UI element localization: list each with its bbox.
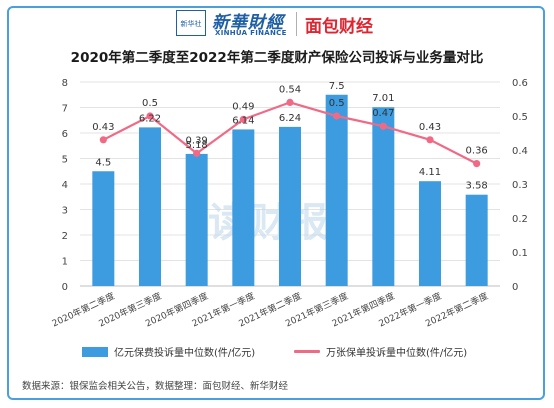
line-data-label: 0.36	[466, 146, 488, 157]
bar-data-label: 6.22	[139, 113, 161, 124]
line-data-label: 0.43	[419, 122, 441, 133]
bar-data-label: 4.11	[419, 167, 441, 178]
legend-item-bar: 亿元保费投诉量中位数(件/亿元)	[82, 344, 255, 359]
legend-swatch-bar	[82, 346, 108, 357]
line-point	[426, 136, 434, 144]
line-point	[286, 98, 294, 106]
y-right-tick-label: 0.6	[512, 78, 528, 89]
y-left-tick-label: 4	[62, 180, 68, 191]
bar	[419, 181, 441, 286]
y-left-tick-label: 1	[62, 257, 68, 268]
line-point	[473, 160, 481, 168]
bar-data-label: 7.5	[329, 81, 345, 92]
legend-label-line: 万张保单投诉量中位数(件/亿元)	[326, 348, 468, 359]
bar	[139, 127, 161, 286]
line-point	[333, 112, 341, 120]
line-point	[239, 115, 247, 123]
chart-title: 2020年第二季度至2022年第二季度财产保险公司投诉与业务量对比	[70, 50, 484, 66]
line-data-label: 0.49	[232, 101, 254, 112]
legend-item-line: 万张保单投诉量中位数(件/亿元)	[294, 344, 467, 359]
bar-data-label: 6.24	[279, 113, 301, 124]
y-right-tick-label: 0	[512, 282, 518, 293]
y-right-tick-label: 0.5	[512, 112, 528, 123]
legend-swatch-line	[294, 350, 320, 353]
bar	[185, 153, 208, 286]
xinhua-finance-english: XINHUA FINANCE	[215, 29, 287, 37]
data-source-note: 数据来源：银保监会相关公告，数据整理：面包财经、新华财经	[22, 381, 289, 392]
bar	[372, 107, 395, 287]
y-left-tick-label: 2	[62, 231, 68, 242]
bar	[325, 94, 348, 286]
line-data-label: 0.54	[279, 84, 301, 95]
bar-data-label: 7.01	[372, 93, 394, 104]
bar	[465, 194, 488, 286]
bar-data-label: 4.5	[95, 157, 111, 168]
line-point	[146, 112, 154, 120]
line-data-label: 0.5	[142, 98, 158, 109]
y-left-tick-label: 5	[62, 155, 68, 166]
y-left-tick-label: 8	[62, 78, 68, 89]
line-data-label: 0.43	[92, 122, 114, 133]
line-data-label: 0.47	[372, 108, 394, 119]
bar-data-label: 6.14	[232, 115, 254, 126]
y-right-tick-label: 0.4	[512, 146, 528, 157]
logo-divider	[296, 12, 297, 36]
y-right-tick-label: 0.3	[512, 180, 528, 191]
y-left-tick-label: 3	[62, 206, 68, 217]
line-point	[379, 122, 387, 130]
bar	[92, 171, 115, 286]
line-data-label: 0.5	[329, 98, 345, 109]
bar-data-label: 3.58	[466, 181, 488, 192]
line-point	[193, 149, 201, 157]
line-point	[99, 136, 107, 144]
xinhua-icon: 新华社	[176, 10, 206, 36]
bar-data-label: 5.18	[186, 140, 208, 151]
y-left-tick-label: 7	[62, 104, 68, 115]
brand-header: 新华社 新華財經 XINHUA FINANCE 面包财经	[0, 6, 554, 42]
partner-logo: 面包财经	[305, 17, 373, 37]
y-right-tick-label: 0.1	[512, 248, 528, 259]
xinhua-finance-logo: 新華財經	[212, 13, 284, 33]
y-left-tick-label: 0	[62, 282, 68, 293]
bar	[232, 129, 255, 286]
line-data-label: 0.39	[186, 135, 208, 146]
y-left-tick-label: 6	[62, 129, 68, 140]
watermark-text: 读财报	[208, 200, 328, 246]
legend-label-bar: 亿元保费投诉量中位数(件/亿元)	[114, 348, 256, 359]
y-right-tick-label: 0.2	[512, 214, 528, 225]
bar	[279, 126, 301, 286]
chart-legend: 亿元保费投诉量中位数(件/亿元) 万张保单投诉量中位数(件/亿元)	[0, 344, 554, 360]
